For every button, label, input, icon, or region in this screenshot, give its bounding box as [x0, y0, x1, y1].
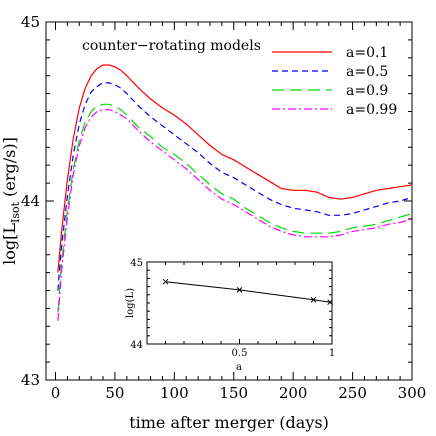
x-tick-label: 50 [105, 384, 124, 402]
x-tick-label: 0 [51, 384, 61, 402]
x-tick-label: 200 [279, 384, 308, 402]
legend: a=0.1 a=0.5 a=0.9 a=0.99 [272, 45, 397, 118]
x-tick-label: 100 [160, 384, 189, 402]
series-line-a-0-1 [57, 64, 413, 273]
x-tick-label: 300 [398, 384, 427, 402]
inset-data-point [327, 299, 334, 306]
inset-axis-ticks: 0.5 1 44 45 [130, 258, 335, 359]
series-line-a-0-9 [57, 103, 413, 313]
chart-annotation: counter−rotating models [82, 38, 261, 54]
inset-data-point [310, 296, 317, 303]
main-series-group [57, 64, 413, 321]
y-tick-label: 44 [21, 192, 40, 210]
y-axis-title: log[LIsot (erg/s)] [0, 137, 22, 265]
legend-label: a=0.5 [346, 64, 388, 80]
inset-x-tick-label: 1 [329, 348, 335, 359]
main-axis-ticks: 0 50 100 150 200 250 300 43 44 45 [21, 13, 426, 402]
inset-y-tick-label: 45 [130, 258, 143, 269]
x-tick-label: 250 [338, 384, 367, 402]
inset-data-point [236, 287, 243, 293]
inset-x-tick-label: 0.5 [232, 348, 248, 359]
inset-x-axis-title: a [236, 362, 242, 373]
series-line-a-0-99 [57, 109, 413, 321]
legend-label: a=0.9 [346, 83, 388, 99]
y-axis-title-main: log[L [0, 223, 19, 265]
y-axis-title-tail: (erg/s)] [0, 137, 19, 202]
y-axis-title-subscript: Isot [9, 201, 22, 223]
legend-label: a=0.1 [346, 45, 388, 61]
inset-data-point [162, 278, 169, 285]
inset-frame [146, 261, 333, 345]
inset-y-axis-title: log(L) [125, 288, 136, 318]
inset-series-group [162, 278, 334, 306]
series-line-a-0-5 [57, 82, 413, 291]
x-axis-title: time after merger (days) [129, 413, 329, 432]
legend-label: a=0.99 [346, 102, 397, 118]
inset-series-line [165, 281, 331, 303]
x-tick-label: 150 [219, 384, 248, 402]
y-tick-label: 45 [21, 13, 40, 31]
inset-y-tick-label: 44 [130, 340, 143, 351]
y-tick-label: 43 [21, 371, 40, 389]
